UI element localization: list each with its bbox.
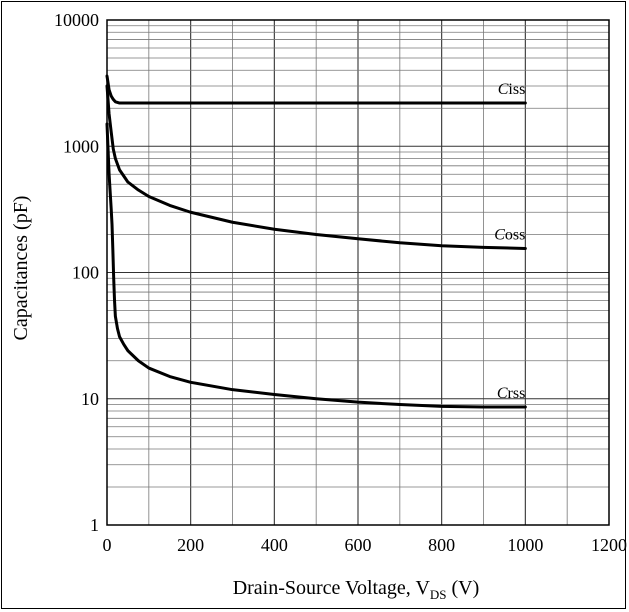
tick-labels: 0 200 400 600 800 1000 1200 1 10 100 1000 10000 [54,10,627,555]
series-label-coss: Coss [494,226,525,243]
series-label-rest: oss [505,226,525,243]
y-axis-title: Capacitances (pF) [10,196,32,341]
x-tick-label: 800 [428,535,455,555]
y-tick-label: 1 [90,515,99,535]
x-axis-title-unit: (V) [447,577,480,599]
x-tick-label: 200 [177,535,204,555]
x-tick-label: 0 [103,535,112,555]
y-tick-label: 1000 [63,136,99,156]
y-tick-label: 100 [72,263,99,283]
series-group [105,74,527,409]
x-tick-label: 600 [345,535,372,555]
x-axis-title-sub: DS [430,587,447,602]
series-label-ciss: Ciss [498,81,526,98]
series-label-crss: Crss [497,385,525,402]
x-axis-title-main: Drain-Source Voltage, V [233,577,431,599]
series-label-italic: C [494,226,505,243]
series-label-italic: C [498,81,509,98]
x-axis-title: Drain-Source Voltage, VDS (V) [233,577,480,602]
x-tick-label: 400 [261,535,288,555]
series-line-coss [105,84,527,250]
x-tick-label: 1200 [591,535,627,555]
series-label-rest: rss [508,385,526,402]
series-label-italic: C [497,385,508,402]
series-line-crss [105,122,527,409]
series-label-rest: iss [508,81,525,98]
grid [107,20,609,525]
series-line-ciss [105,74,527,105]
x-tick-label: 1000 [507,535,543,555]
plot-border [106,19,610,526]
y-tick-label: 10 [81,389,99,409]
y-tick-label: 10000 [54,10,99,30]
